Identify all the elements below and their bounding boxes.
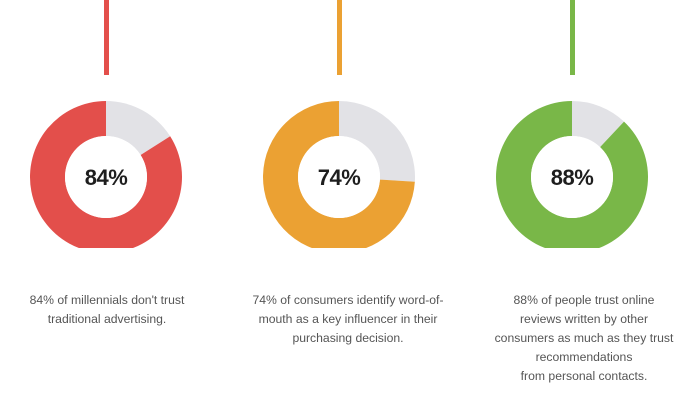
donut-value-segment [30, 101, 182, 248]
stat-online-reviews: 88% 88% of people trust online reviews wr… [466, 0, 699, 419]
donut-value-segment [496, 101, 648, 248]
caption-line: consumers as much as they trust [494, 331, 674, 345]
caption-line: mouth as a key influencer in their [258, 312, 438, 326]
donut-center [531, 136, 613, 218]
percentage-label: 74% [318, 165, 361, 190]
hanging-string [570, 0, 575, 75]
donut-chart: 88% [496, 70, 648, 248]
caption-line: recommendations [535, 350, 633, 364]
donut-chart: 84% [30, 70, 182, 248]
donut-chart-svg: 88% [496, 101, 648, 248]
caption-line: 84% of millennials don't trust [29, 293, 185, 307]
hanging-string [104, 0, 109, 75]
donut-chart-svg: 74% [263, 101, 415, 248]
stat-millennials: 84% 84% of millennials don't trust tradit… [0, 0, 233, 419]
caption-line: 74% of consumers identify word-of- [252, 293, 444, 307]
percentage-label: 88% [551, 165, 594, 190]
donut-value-segment [263, 101, 415, 248]
donut-remainder-segment [572, 101, 625, 148]
hanging-string [337, 0, 342, 75]
percentage-label: 84% [85, 165, 128, 190]
stat-caption: 74% of consumers identify word-of-mouth … [235, 291, 461, 348]
stat-caption: 88% of people trust online reviews writte… [472, 291, 696, 386]
donut-remainder-segment [106, 101, 171, 156]
caption-line: purchasing decision. [292, 331, 404, 345]
caption-line: 88% of people trust online [513, 293, 655, 307]
donut-chart-svg: 84% [30, 101, 182, 248]
donut-remainder-segment [339, 101, 415, 182]
caption-line: traditional advertising. [47, 312, 167, 326]
stat-caption: 84% of millennials don't trust traditiona… [6, 291, 208, 329]
caption-line: from personal contacts. [520, 369, 648, 383]
donut-center [298, 136, 380, 218]
stat-word-of-mouth: 74% 74% of consumers identify word-of-mo… [233, 0, 466, 419]
donut-center [65, 136, 147, 218]
donut-chart: 74% [263, 70, 415, 248]
caption-line: reviews written by other [519, 312, 649, 326]
